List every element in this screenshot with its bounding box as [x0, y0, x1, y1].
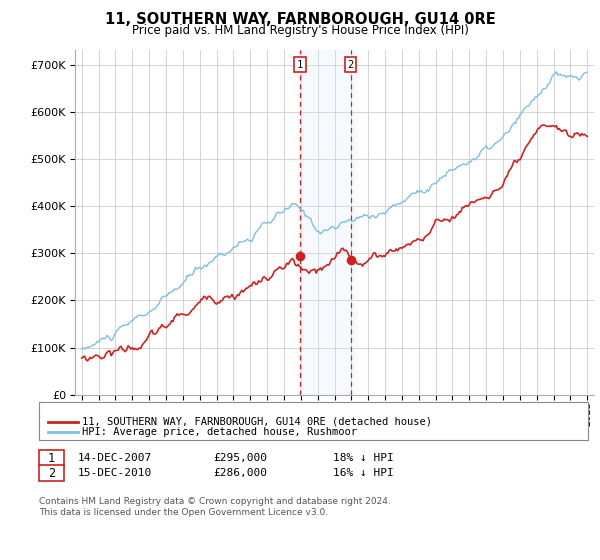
Text: 1: 1 [48, 451, 55, 465]
Bar [296, 50, 358, 395]
Text: 2: 2 [48, 466, 55, 480]
Text: Contains HM Land Registry data © Crown copyright and database right 2024.
This d: Contains HM Land Registry data © Crown c… [39, 497, 391, 517]
Text: £286,000: £286,000 [213, 468, 267, 478]
Text: 2: 2 [347, 59, 354, 69]
Text: 1: 1 [297, 59, 303, 69]
Text: 15-DEC-2010: 15-DEC-2010 [78, 468, 152, 478]
Text: 16% ↓ HPI: 16% ↓ HPI [333, 468, 394, 478]
Text: Price paid vs. HM Land Registry's House Price Index (HPI): Price paid vs. HM Land Registry's House … [131, 24, 469, 36]
Text: HPI: Average price, detached house, Rushmoor: HPI: Average price, detached house, Rush… [82, 427, 357, 437]
Text: 11, SOUTHERN WAY, FARNBOROUGH, GU14 0RE (detached house): 11, SOUTHERN WAY, FARNBOROUGH, GU14 0RE … [82, 417, 432, 427]
Text: 18% ↓ HPI: 18% ↓ HPI [333, 453, 394, 463]
Text: 14-DEC-2007: 14-DEC-2007 [78, 453, 152, 463]
Text: £295,000: £295,000 [213, 453, 267, 463]
Text: 11, SOUTHERN WAY, FARNBOROUGH, GU14 0RE: 11, SOUTHERN WAY, FARNBOROUGH, GU14 0RE [104, 12, 496, 27]
